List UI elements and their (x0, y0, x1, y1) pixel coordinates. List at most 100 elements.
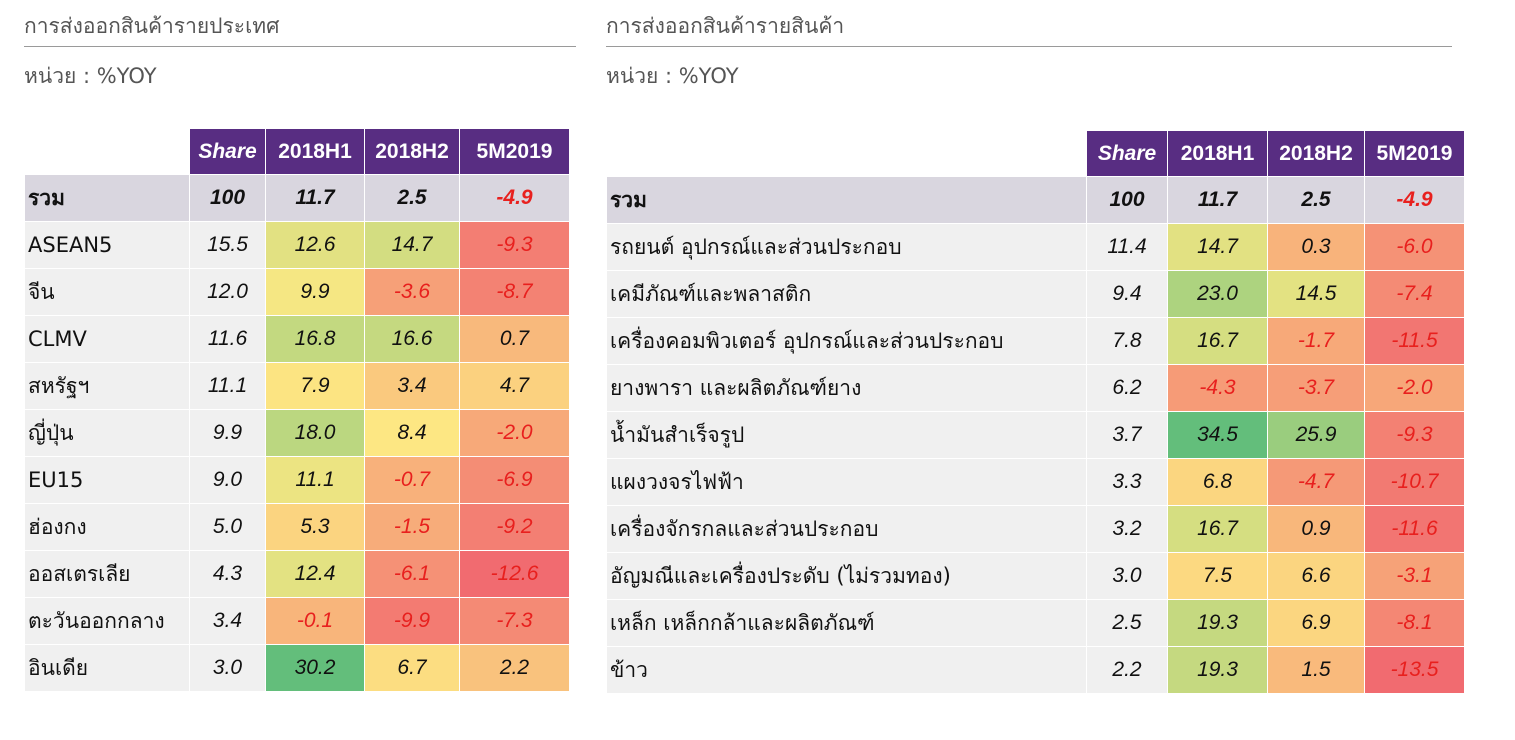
heat-cell: -7.3 (459, 597, 570, 645)
heat-cell: 4.7 (459, 362, 570, 410)
share-cell: 3.2 (1086, 505, 1168, 553)
table-row: ยางพารา และผลิตภัณฑ์ยาง 6.2 -4.3 -3.7 -2.0 (606, 364, 1465, 412)
table-row: รถยนต์ อุปกรณ์และส่วนประกอบ 11.4 14.7 0.3 -6… (606, 223, 1465, 271)
row-label: ตะวันออกกลาง (24, 597, 190, 645)
table-row: อินเดีย 3.0 30.2 6.7 2.2 (24, 644, 570, 692)
column-header: 2018H2 (364, 128, 460, 175)
unit-label: หน่วย : %YOY (606, 64, 739, 88)
column-header: Share (189, 128, 266, 175)
heat-cell: -0.7 (364, 456, 460, 504)
heat-cell: 14.7 (1167, 223, 1268, 271)
share-cell: 9.9 (189, 409, 266, 457)
heat-cell: 14.5 (1267, 270, 1365, 318)
row-label: ยางพารา และผลิตภัณฑ์ยาง (606, 364, 1087, 412)
heat-cell: 9.9 (265, 268, 365, 316)
table-row: ญี่ปุ่น 9.9 18.0 8.4 -2.0 (24, 409, 570, 457)
row-label: รถยนต์ อุปกรณ์และส่วนประกอบ (606, 223, 1087, 271)
heat-cell: 7.9 (265, 362, 365, 410)
heat-cell: 12.6 (265, 221, 365, 269)
row-label: รวม (24, 174, 190, 222)
panel-title: การส่งออกสินค้ารายประเทศ (24, 14, 280, 38)
heat-cell: -9.3 (459, 221, 570, 269)
table-row: แผงวงจรไฟฟ้า 3.3 6.8 -4.7 -10.7 (606, 458, 1465, 506)
table-row: ตะวันออกกลาง 3.4 -0.1 -9.9 -7.3 (24, 597, 570, 645)
row-label: ฮ่องกง (24, 503, 190, 551)
row-label: แผงวงจรไฟฟ้า (606, 458, 1087, 506)
share-cell: 7.8 (1086, 317, 1168, 365)
row-label: เครื่องจักรกลและส่วนประกอบ (606, 505, 1087, 553)
share-cell: 9.0 (189, 456, 266, 504)
table-row: น้ำมันสำเร็จรูป 3.7 34.5 25.9 -9.3 (606, 411, 1465, 459)
heat-cell: 16.7 (1167, 505, 1268, 553)
column-header: 2018H1 (1167, 130, 1268, 177)
heat-cell: 7.5 (1167, 552, 1268, 600)
share-cell: 2.2 (1086, 646, 1168, 694)
value-cell: 2.5 (364, 174, 460, 222)
row-label: CLMV (24, 315, 190, 363)
heat-cell: -6.1 (364, 550, 460, 598)
heat-cell: -7.4 (1364, 270, 1465, 318)
heat-cell: -1.7 (1267, 317, 1365, 365)
heat-cell: 8.4 (364, 409, 460, 457)
heat-cell: 23.0 (1167, 270, 1268, 318)
table-row: สหรัฐฯ 11.1 7.9 3.4 4.7 (24, 362, 570, 410)
total-row: รวม 100 11.7 2.5 -4.9 (24, 174, 570, 222)
row-label: เครื่องคอมพิวเตอร์ อุปกรณ์และส่วนประกอบ (606, 317, 1087, 365)
heat-cell: 16.8 (265, 315, 365, 363)
share-cell: 6.2 (1086, 364, 1168, 412)
share-cell: 9.4 (1086, 270, 1168, 318)
share-cell: 12.0 (189, 268, 266, 316)
heat-cell: 0.7 (459, 315, 570, 363)
header-row: Share 2018H1 2018H2 5M2019 (24, 128, 570, 175)
share-cell: 100 (1086, 176, 1168, 224)
value-cell: -4.9 (459, 174, 570, 222)
share-cell: 2.5 (1086, 599, 1168, 647)
share-cell: 3.3 (1086, 458, 1168, 506)
title-divider (606, 46, 1452, 47)
column-header: 5M2019 (459, 128, 570, 175)
heat-cell: -8.7 (459, 268, 570, 316)
column-header: Share (1086, 130, 1168, 177)
heat-cell: 6.9 (1267, 599, 1365, 647)
row-label: น้ำมันสำเร็จรูป (606, 411, 1087, 459)
share-cell: 100 (189, 174, 266, 222)
row-label: สหรัฐฯ (24, 362, 190, 410)
heat-cell: -11.6 (1364, 505, 1465, 553)
share-cell: 5.0 (189, 503, 266, 551)
column-header: 2018H1 (265, 128, 365, 175)
header-corner (24, 128, 190, 175)
heat-cell: -6.0 (1364, 223, 1465, 271)
heat-cell: 6.7 (364, 644, 460, 692)
row-label: EU15 (24, 456, 190, 504)
row-label: เหล็ก เหล็กกล้าและผลิตภัณฑ์ (606, 599, 1087, 647)
heat-cell: 6.8 (1167, 458, 1268, 506)
value-cell: 2.5 (1267, 176, 1365, 224)
table-row: เครื่องคอมพิวเตอร์ อุปกรณ์และส่วนประกอบ 7… (606, 317, 1465, 365)
share-cell: 3.0 (189, 644, 266, 692)
share-cell: 15.5 (189, 221, 266, 269)
value-cell: 11.7 (1167, 176, 1268, 224)
table-row: เครื่องจักรกลและส่วนประกอบ 3.2 16.7 0.9 -11.… (606, 505, 1465, 553)
country-heatmap-table: Share 2018H1 2018H2 5M2019 รวม 100 11.7 2.5 -4.9… (24, 128, 570, 692)
table-row: เคมีภัณฑ์และพลาสติก 9.4 23.0 14.5 -7.4 (606, 270, 1465, 318)
value-cell: 11.7 (265, 174, 365, 222)
heat-cell: 14.7 (364, 221, 460, 269)
share-cell: 3.7 (1086, 411, 1168, 459)
heat-cell: 16.7 (1167, 317, 1268, 365)
heat-cell: 34.5 (1167, 411, 1268, 459)
heat-cell: -4.3 (1167, 364, 1268, 412)
share-cell: 4.3 (189, 550, 266, 598)
row-label: เคมีภัณฑ์และพลาสติก (606, 270, 1087, 318)
table-row: ฮ่องกง 5.0 5.3 -1.5 -9.2 (24, 503, 570, 551)
row-label: ข้าว (606, 646, 1087, 694)
row-label: อินเดีย (24, 644, 190, 692)
heat-cell: -6.9 (459, 456, 570, 504)
panel-title: การส่งออกสินค้ารายสินค้า (606, 14, 845, 38)
row-label: อัญมณีและเครื่องประดับ (ไม่รวมทอง) (606, 552, 1087, 600)
title-divider (24, 46, 576, 47)
heat-cell: -3.7 (1267, 364, 1365, 412)
heat-cell: 18.0 (265, 409, 365, 457)
heat-cell: 16.6 (364, 315, 460, 363)
heat-cell: 3.4 (364, 362, 460, 410)
total-row: รวม 100 11.7 2.5 -4.9 (606, 176, 1465, 224)
